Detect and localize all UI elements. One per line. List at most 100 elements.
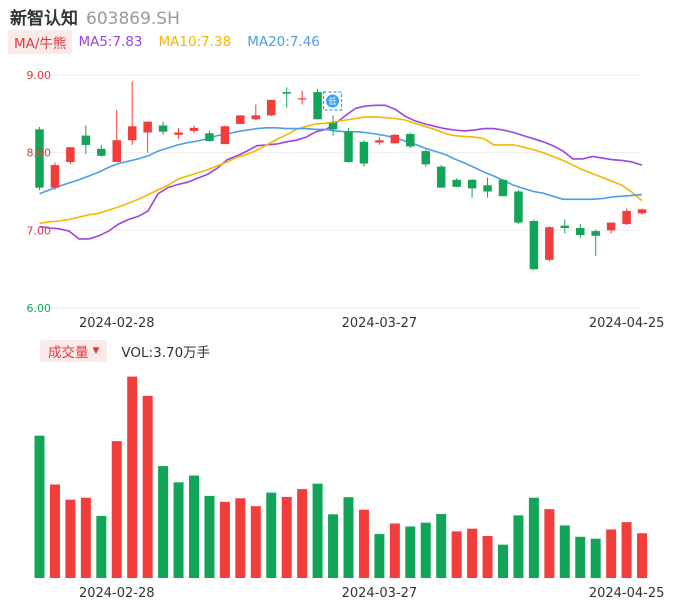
candle-body: [328, 123, 338, 130]
candle-body: [606, 222, 616, 231]
candle-body: [236, 115, 245, 124]
candle-body: [127, 126, 137, 141]
candle-body: [205, 133, 214, 142]
volume-bar: [34, 435, 45, 578]
candle-body: [390, 134, 400, 144]
ma-legend: MA/牛熊 MA5:7.83 MA10:7.38 MA20:7.46: [8, 30, 336, 54]
volume-bar: [513, 515, 524, 578]
volume-bar: [312, 483, 323, 578]
candle-body: [297, 98, 307, 100]
candle-body: [545, 227, 554, 260]
candle-body: [81, 135, 91, 145]
caret-down-icon: ▼: [92, 346, 100, 356]
candle-body: [112, 140, 121, 162]
y-tick-label: 7.00: [27, 224, 52, 237]
volume-bar: [297, 489, 308, 578]
volume-bar: [575, 536, 586, 578]
volume-bar: [544, 509, 555, 578]
volume-bar: [127, 376, 138, 578]
candle-body: [143, 121, 152, 133]
volume-bar: [374, 534, 385, 578]
volume-value: VOL:3.70万手: [121, 345, 211, 361]
ma20-line: [39, 127, 643, 201]
x-tick-label: 2024-02-28: [79, 586, 155, 601]
ma5-legend-label: MA5:7.83: [78, 34, 143, 50]
volume-bar: [606, 529, 617, 578]
ma10-line: [39, 116, 643, 225]
volume-bar: [219, 501, 230, 578]
candlestick-series: [35, 81, 647, 270]
stock-code: 603869.SH: [86, 9, 180, 29]
price-grid: [30, 74, 640, 309]
x-tick-label: 2024-04-25: [589, 316, 665, 331]
candle-body: [50, 165, 60, 188]
volume-bar: [96, 515, 107, 578]
volume-bar: [343, 497, 354, 578]
volume-bar: [281, 496, 292, 578]
title-row: 新智认知 603869.SH: [10, 4, 180, 29]
candle-body: [35, 129, 44, 188]
candle-body: [591, 231, 600, 236]
candle-body: [174, 132, 183, 135]
volume-bar: [621, 522, 632, 578]
candle-body: [97, 148, 106, 156]
candle-body: [251, 115, 261, 120]
volume-indicator-dropdown[interactable]: 成交量 ▼: [40, 340, 108, 362]
x-tick-label: 2024-03-27: [342, 316, 418, 331]
volume-bar: [158, 466, 169, 578]
candle-body: [560, 225, 570, 229]
volume-bar: [498, 544, 508, 578]
volume-bar: [451, 531, 462, 578]
candle-body: [66, 147, 75, 162]
candle-body: [421, 151, 430, 165]
volume-bar: [65, 499, 76, 578]
volume-bar: [389, 523, 400, 578]
volume-bar: [173, 482, 184, 578]
candle-body: [267, 99, 276, 116]
volume-bar: [111, 441, 122, 578]
candle-body: [220, 126, 230, 145]
candle-body: [529, 221, 539, 270]
volume-bar: [420, 522, 431, 578]
ma-toggle-button[interactable]: MA/牛熊: [8, 30, 73, 54]
ma20-legend-label: MA20:7.46: [247, 34, 320, 50]
volume-bar: [266, 492, 277, 578]
low-marker-badge: [326, 94, 340, 108]
volume-bar: [559, 525, 570, 578]
y-tick-label: 8.00: [27, 147, 52, 160]
candle-body: [514, 191, 523, 223]
volume-bar: [235, 498, 246, 578]
x-tick-label: 2024-03-27: [342, 586, 418, 601]
candle-body: [467, 179, 477, 189]
volume-indicator-label: 成交量: [48, 345, 89, 361]
volume-bar: [204, 495, 215, 578]
ma10-legend-label: MA10:7.38: [158, 34, 232, 50]
candle-body: [498, 179, 508, 197]
volume-bar: [590, 538, 601, 578]
volume-bar: [482, 535, 493, 578]
x-tick-label: 2024-04-25: [589, 586, 665, 601]
low-marker-label: 低: [329, 96, 337, 106]
volume-bar: [142, 395, 153, 578]
candle-body: [436, 166, 446, 188]
candle-body: [452, 179, 461, 187]
volume-bars: [34, 376, 648, 578]
volume-bar: [528, 497, 539, 578]
y-tick-label: 9.00: [27, 69, 52, 82]
candle-body: [406, 134, 415, 147]
candle-body: [622, 210, 631, 225]
volume-bar: [49, 484, 60, 578]
low-marker-frame: [322, 91, 343, 111]
volume-bar: [80, 497, 91, 578]
moving-average-lines: [39, 104, 643, 240]
candle-body: [637, 209, 647, 214]
axis-labels: 9.00 8.00 7.00 6.00 2024-02-28 2024-03-27 2024…: [27, 69, 665, 601]
candle-body: [344, 131, 353, 162]
volume-legend: 成交量 ▼ VOL:3.70万手: [40, 340, 211, 362]
volume-bar: [637, 533, 648, 578]
candle-body: [576, 228, 585, 235]
candle-body: [189, 127, 199, 131]
low-marker: 低: [322, 91, 343, 111]
candle-body: [313, 92, 322, 120]
